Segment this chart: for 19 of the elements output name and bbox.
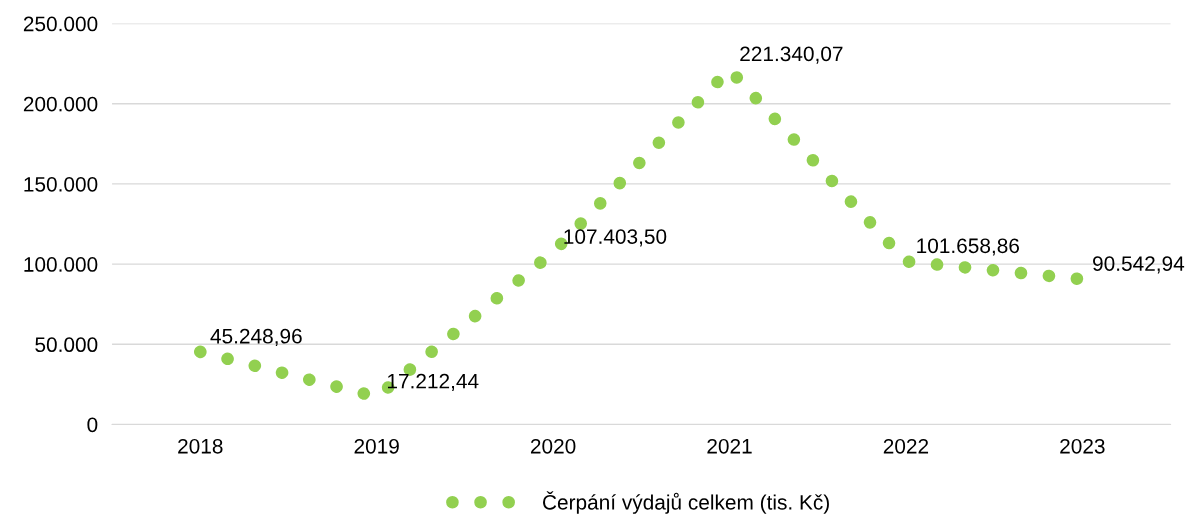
y-tick-label: 0 — [87, 417, 98, 433]
y-tick-label: 200.000 — [23, 96, 98, 112]
x-tick-label: 2020 — [530, 438, 576, 454]
x-tick-label: 2023 — [1060, 438, 1105, 454]
y-tick-label: 50.000 — [35, 337, 98, 353]
data-label: 90.542,94 — [1093, 256, 1185, 274]
data-label: 45.248,96 — [210, 328, 302, 347]
y-tick-label: 100.000 — [24, 257, 98, 272]
data-label: 101.658,86 — [917, 238, 1019, 256]
data-label: 17.212,44 — [387, 373, 479, 392]
legend-label: Čerpání výdajů celkem (tis. Kč) — [543, 491, 829, 514]
y-tick-label: 250.000 — [23, 16, 98, 32]
y-tick-label: 150.000 — [24, 176, 98, 192]
x-tick-label: 2019 — [354, 438, 399, 454]
x-tick-label: 2018 — [178, 438, 223, 454]
x-tick-label: 2021 — [707, 438, 752, 454]
data-label: 221.340,07 — [740, 46, 843, 64]
data-label: 107.403,50 — [564, 229, 667, 247]
x-tick-label: 2022 — [883, 438, 929, 454]
